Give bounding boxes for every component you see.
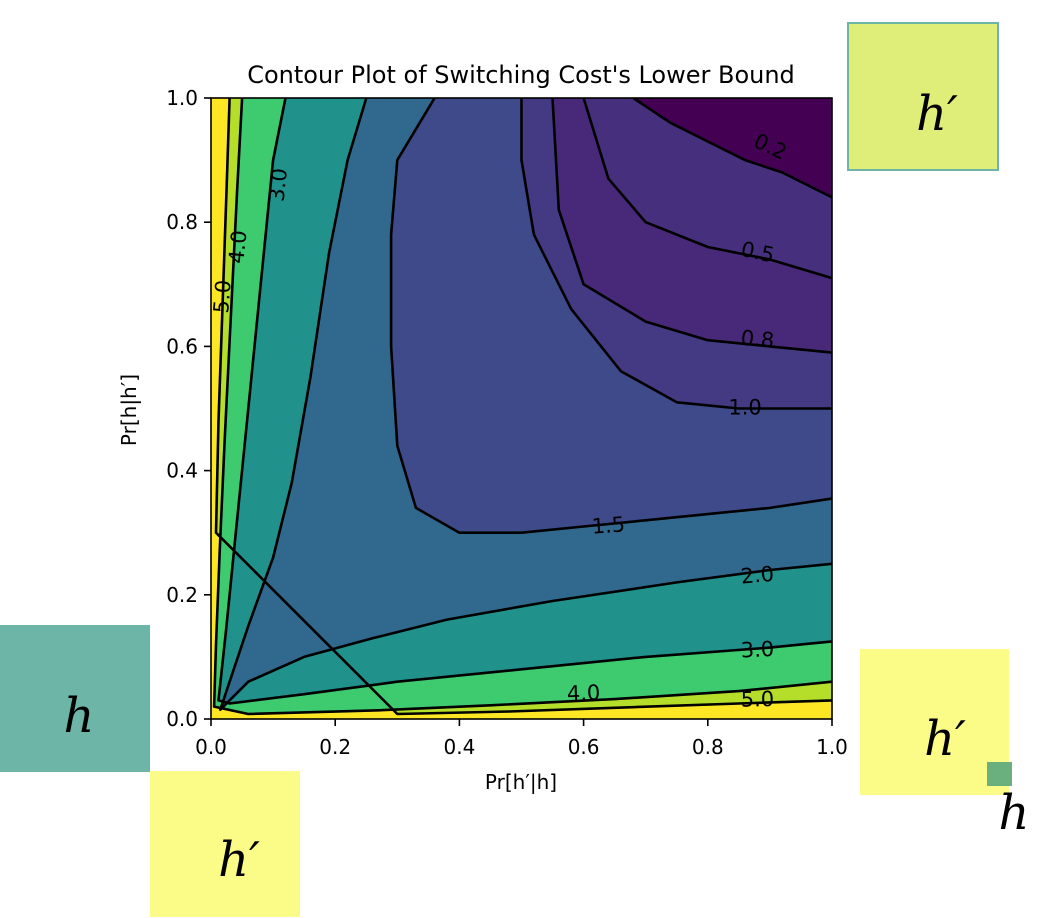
contour-line-2.0 — [219, 98, 832, 711]
state-box-small — [987, 762, 1012, 786]
contour-band-0.2 — [633, 98, 832, 198]
x-tick-label: 0.6 — [568, 735, 600, 759]
x-axis-label: Pr[h′|h] — [485, 770, 557, 794]
contour-label: 5.0 — [741, 687, 775, 712]
x-tick-label: 0.0 — [195, 735, 227, 759]
y-tick-label: 0.2 — [166, 583, 198, 607]
contour-label: 1.0 — [728, 396, 761, 420]
contour-label: 3.0 — [265, 167, 292, 203]
state-label-top-right: h′ — [916, 86, 958, 142]
chart-title: Contour Plot of Switching Cost's Lower B… — [247, 61, 795, 89]
contour-label: 1.5 — [591, 512, 626, 538]
y-tick-label: 0.6 — [166, 334, 198, 358]
contour-line-0.5 — [582, 98, 832, 280]
x-tick-label: 0.4 — [443, 735, 475, 759]
state-box-top-right — [848, 23, 998, 170]
y-tick-label: 1.0 — [166, 86, 198, 110]
y-axis: 0.0 0.2 0.4 0.6 0.8 1.0 — [166, 86, 211, 731]
state-label-bottom: h′ — [218, 832, 260, 888]
y-axis-label: Pr[h|h′] — [117, 374, 141, 446]
x-tick-label: 1.0 — [816, 735, 848, 759]
contour-label: 4.0 — [224, 229, 251, 265]
state-label-small: h — [999, 785, 1030, 841]
state-label-bottom-right: h′ — [924, 711, 966, 767]
x-tick-label: 0.2 — [319, 735, 351, 759]
contour-bands — [214, 98, 832, 714]
contour-label: 3.0 — [740, 637, 775, 663]
plot-frame — [210, 97, 833, 720]
contour-line-1.0 — [520, 98, 832, 410]
y-tick-label: 0.8 — [166, 210, 198, 234]
state-box-left — [0, 625, 150, 772]
contour-line-0.8 — [551, 98, 832, 354]
contour-line-4.0 — [212, 98, 832, 716]
contour-label: 0.8 — [740, 326, 775, 353]
y-tick-label: 0.0 — [166, 707, 198, 731]
contour-label: 2.0 — [740, 562, 775, 589]
state-box-top-right-border — [847, 22, 999, 171]
x-axis: 0.0 0.2 0.4 0.6 0.8 1.0 — [195, 719, 848, 759]
contour-label: 4.0 — [566, 681, 600, 706]
contour-label: 5.0 — [209, 279, 236, 314]
state-label-left: h — [64, 688, 95, 744]
state-box-bottom-right — [860, 649, 1009, 795]
contour-lines — [212, 98, 832, 716]
contour-line-1.5 — [389, 98, 832, 534]
contour-line-5.0 — [214, 98, 832, 716]
x-tick-label: 0.8 — [692, 735, 724, 759]
y-tick-label: 0.4 — [166, 459, 198, 483]
contour-line-0.2 — [632, 98, 832, 199]
state-box-bottom — [150, 771, 300, 917]
